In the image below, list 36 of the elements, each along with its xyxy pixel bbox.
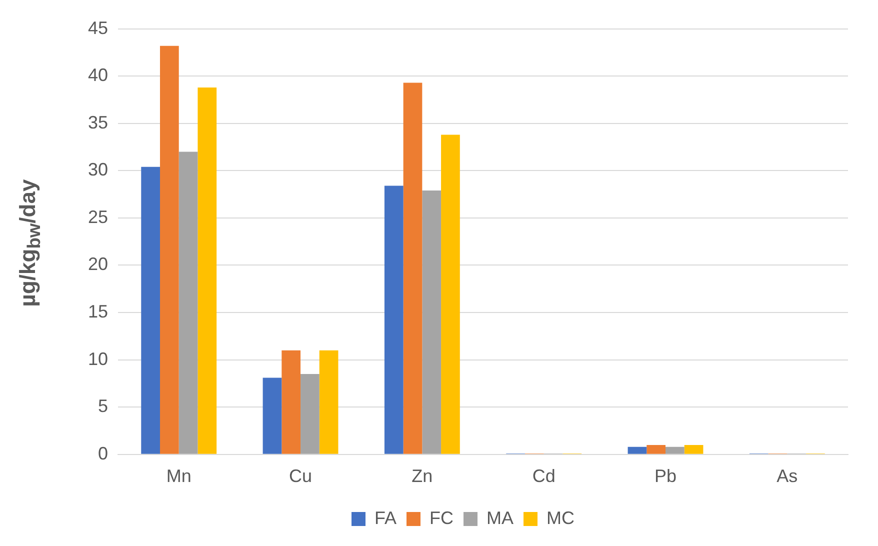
x-tick-label: Zn <box>412 466 433 486</box>
y-tick-label: 45 <box>88 18 108 38</box>
y-tick-label: 30 <box>88 160 108 180</box>
bar <box>160 46 179 454</box>
y-tick-label: 5 <box>98 396 108 416</box>
bar <box>422 190 442 454</box>
bar <box>141 166 160 454</box>
y-tick-label: 10 <box>88 348 108 369</box>
legend-label: MA <box>486 508 514 528</box>
y-tick-label: 15 <box>88 302 108 322</box>
bar <box>262 378 282 454</box>
bar <box>403 82 422 454</box>
bar <box>178 152 198 454</box>
x-tick-label: Pb <box>654 466 677 486</box>
bar <box>441 134 460 454</box>
x-tick-label: Cu <box>289 466 312 486</box>
bar <box>666 446 684 454</box>
bar <box>319 350 338 454</box>
y-tick-label: 35 <box>88 112 108 132</box>
legend-label: MC <box>546 508 575 528</box>
y-tick-label: 20 <box>88 254 108 274</box>
legend-label: FC <box>430 508 454 528</box>
y-tick-label: 40 <box>88 65 108 86</box>
x-tick-label: As <box>776 466 798 486</box>
x-tick-label: Mn <box>166 466 192 486</box>
bar <box>646 444 666 454</box>
y-tick-label: 0 <box>98 443 108 464</box>
legend-label: FA <box>374 508 397 528</box>
x-tick-label: Cd <box>532 466 556 486</box>
bar <box>684 444 704 454</box>
bar <box>282 350 301 454</box>
bar <box>628 446 647 454</box>
bar <box>300 374 320 454</box>
bar <box>384 186 404 454</box>
bar <box>198 87 217 454</box>
y-tick-label: 25 <box>88 206 108 227</box>
